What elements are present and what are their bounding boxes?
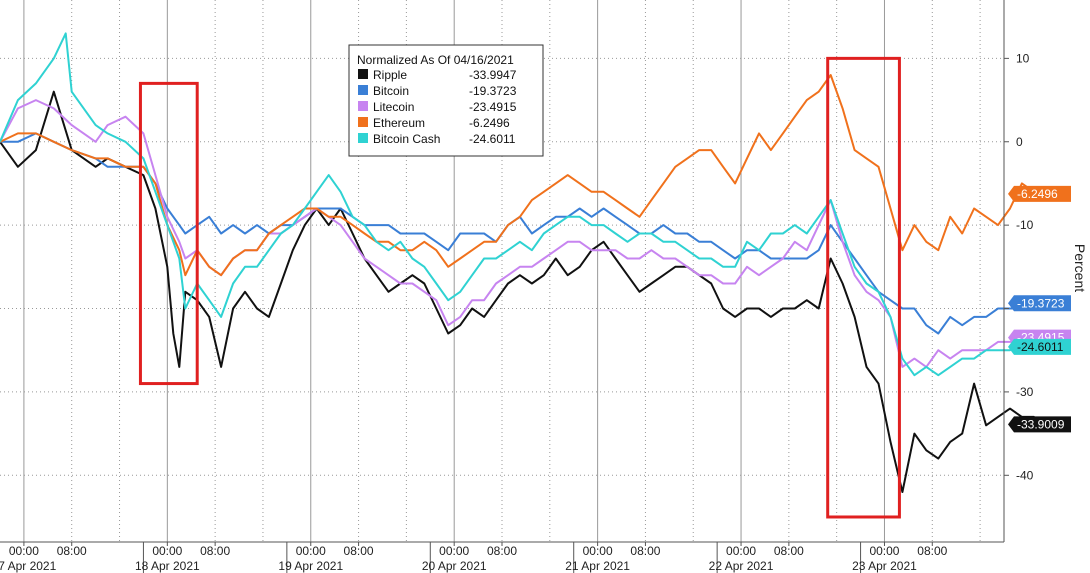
x-date-label: 19 Apr 2021 xyxy=(278,559,343,573)
x-date-label: 22 Apr 2021 xyxy=(709,559,774,573)
legend-swatch xyxy=(358,133,368,143)
legend-entry-value: -23.4915 xyxy=(469,100,517,114)
highlight-box xyxy=(826,56,901,519)
legend-box xyxy=(348,44,544,157)
series-line-ethereum xyxy=(0,74,1041,277)
legend-entry-value: -24.6011 xyxy=(469,132,516,146)
x-date-label: 18 Apr 2021 xyxy=(135,559,200,573)
x-time-label: 00:00 xyxy=(152,544,182,558)
y-tick-label: -40 xyxy=(1016,468,1034,482)
y-tick-label: 10 xyxy=(1016,51,1030,65)
legend-swatch xyxy=(358,69,368,79)
legend-entry-value: -19.3723 xyxy=(469,84,517,98)
x-date-label: 21 Apr 2021 xyxy=(565,559,630,573)
end-label-tag xyxy=(1008,185,1071,202)
x-time-label: 08:00 xyxy=(344,544,374,558)
legend-entry-name: Bitcoin xyxy=(373,84,409,98)
legend-entry-value: -6.2496 xyxy=(469,116,510,130)
end-label-bitcoin: -19.3723 xyxy=(1008,295,1071,312)
end-label-bitcoin-cash: -24.6011 xyxy=(1008,338,1071,355)
end-label-text: -33.9009 xyxy=(1017,417,1065,431)
end-label-ripple: -33.9009 xyxy=(1008,416,1071,433)
legend-title: Normalized As Of 04/16/2021 xyxy=(357,53,514,67)
legend-entry-name: Litecoin xyxy=(373,100,414,114)
series-line-ripple xyxy=(0,90,1041,493)
x-date-label: 20 Apr 2021 xyxy=(422,559,487,573)
x-time-label: 08:00 xyxy=(487,544,517,558)
highlight-layer xyxy=(138,56,901,519)
legend-swatch xyxy=(358,101,368,111)
end-label-tag xyxy=(1008,416,1071,433)
x-time-label: 00:00 xyxy=(296,544,326,558)
end-label-tag xyxy=(1008,295,1071,312)
grid-layer xyxy=(0,0,1004,542)
x-time-label: 08:00 xyxy=(630,544,660,558)
end-label-text: -19.3723 xyxy=(1017,296,1065,310)
x-time-label: 08:00 xyxy=(57,544,87,558)
legend-entry-name: Ripple xyxy=(373,68,407,82)
legend-entry-value: -33.9947 xyxy=(469,68,517,82)
x-time-label: 08:00 xyxy=(200,544,230,558)
x-time-label: 00:00 xyxy=(869,544,899,558)
x-time-label: 00:00 xyxy=(726,544,756,558)
x-time-label: 08:00 xyxy=(917,544,947,558)
x-time-label: 00:00 xyxy=(583,544,613,558)
x-date-label: 17 Apr 2021 xyxy=(0,559,57,573)
end-label-text: -6.2496 xyxy=(1017,187,1058,201)
highlight-box xyxy=(138,81,199,386)
legend-entry-name: Bitcoin Cash xyxy=(373,132,440,146)
y-axis-title: Percent xyxy=(1072,244,1088,292)
series-layer xyxy=(0,32,1041,493)
x-time-label: 00:00 xyxy=(439,544,469,558)
legend-swatch xyxy=(358,85,368,95)
x-time-label: 08:00 xyxy=(774,544,804,558)
end-label-ethereum: -6.2496 xyxy=(1008,185,1071,202)
y-tick-label: -30 xyxy=(1016,385,1034,399)
x-date-label: 23 Apr 2021 xyxy=(852,559,917,573)
legend: Normalized As Of 04/16/2021 Ripple -33.99… xyxy=(348,44,544,157)
series-line-bitcoin-cash xyxy=(0,32,1041,377)
y-tick-label: 0 xyxy=(1016,135,1023,149)
legend-entry-name: Ethereum xyxy=(373,116,425,130)
end-labels: -6.2496-19.3723-23.4915-24.6011-33.9009 xyxy=(1008,185,1071,433)
end-label-tag xyxy=(1008,338,1071,355)
x-time-label: 00:00 xyxy=(9,544,39,558)
legend-swatch xyxy=(358,117,368,127)
end-label-text: -24.6011 xyxy=(1017,340,1064,354)
y-tick-label: -10 xyxy=(1016,218,1034,232)
